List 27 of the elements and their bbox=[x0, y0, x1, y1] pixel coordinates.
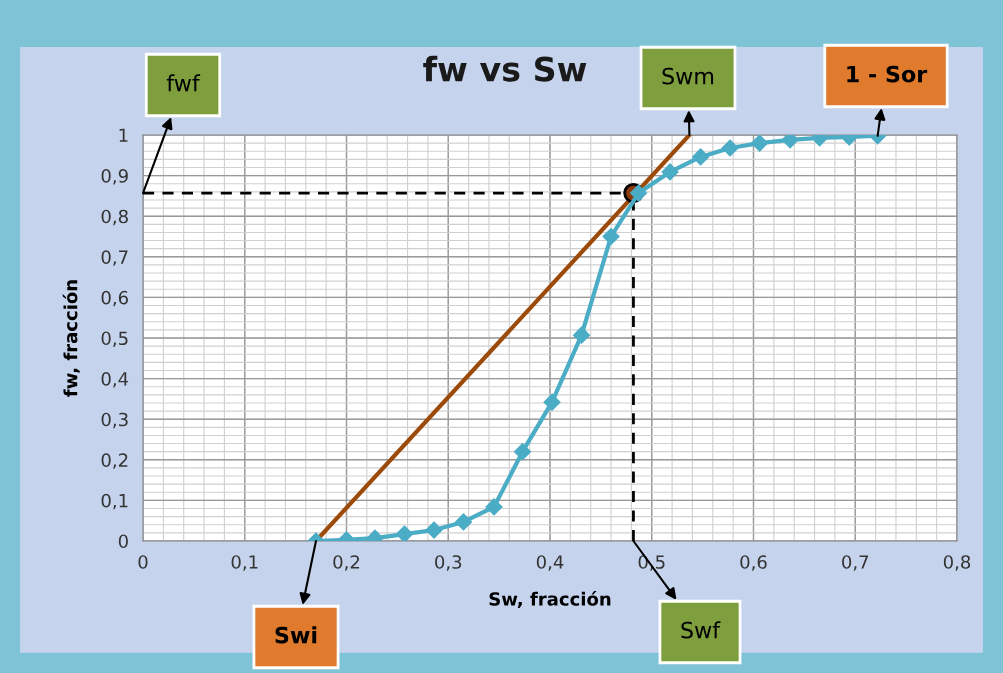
y-tick-label: 0,3 bbox=[101, 412, 128, 429]
annotation: 1 - Sor bbox=[847, 65, 928, 83]
chart-title: fw vs Sw bbox=[423, 55, 587, 82]
x-tick-label: 0,3 bbox=[435, 555, 462, 571]
y-tick-label: 0,5 bbox=[101, 331, 128, 347]
x-tick-label: 0 bbox=[138, 555, 148, 569]
x-tick-label: 0,8 bbox=[943, 555, 971, 571]
y-tick-label: 0,9 bbox=[101, 169, 128, 185]
x-tick-label: 0,2 bbox=[333, 555, 360, 571]
y-axis-title: fw, fracción bbox=[62, 280, 80, 397]
y-tick-label: 1 bbox=[119, 128, 128, 142]
y-tick-label: 0 bbox=[118, 534, 128, 549]
annotation: Swf bbox=[681, 621, 721, 639]
annotation: fwf bbox=[166, 74, 201, 92]
x-tick-label: 0,7 bbox=[842, 555, 869, 571]
y-tick-label: 0,2 bbox=[101, 453, 128, 469]
y-tick-label: 0,4 bbox=[101, 372, 129, 388]
y-tick-label: 0,7 bbox=[101, 250, 128, 266]
annotation: Swi bbox=[275, 626, 317, 644]
y-tick-label: 0,1 bbox=[101, 493, 128, 510]
x-tick-label: 0,1 bbox=[231, 555, 258, 571]
y-tick-label: 0,6 bbox=[101, 290, 128, 307]
x-axis-title: Sw, fracción bbox=[489, 591, 611, 609]
y-tick-label: 0,8 bbox=[101, 209, 128, 226]
x-tick-label: 0,6 bbox=[740, 555, 767, 571]
annotation: Swm bbox=[662, 67, 714, 85]
x-tick-label: 0,4 bbox=[536, 555, 564, 571]
